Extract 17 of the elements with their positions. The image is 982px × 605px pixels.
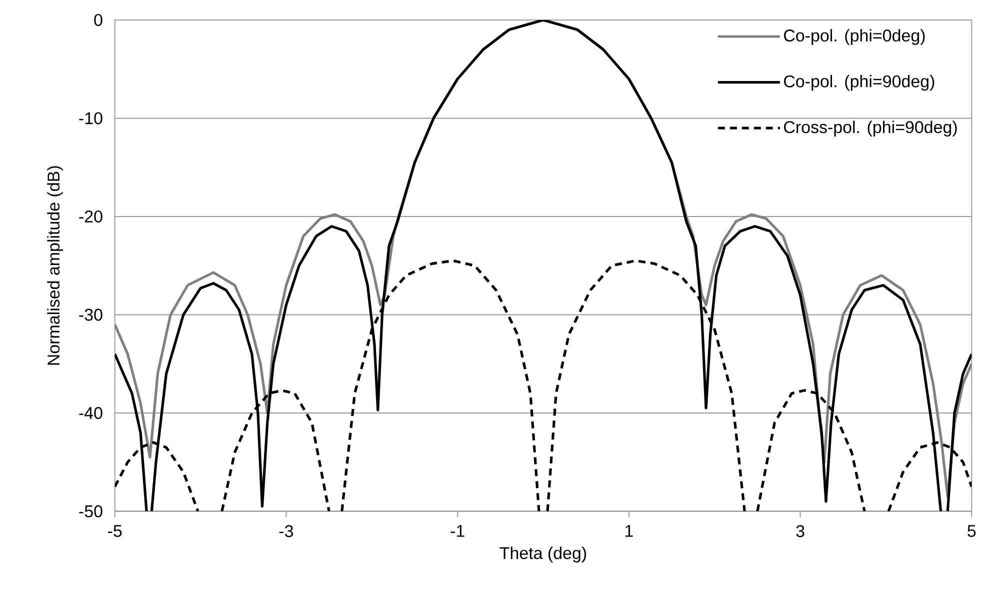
x-tick-label: 5 xyxy=(968,525,976,537)
y-tick-label: -30 xyxy=(79,308,102,321)
y-tick-label: -20 xyxy=(79,210,102,222)
legend-label: Co-pol. (phi=0deg) xyxy=(784,29,925,45)
legend-label: Cross-pol. (phi=90deg) xyxy=(784,120,957,136)
x-tick-label: 1 xyxy=(625,525,633,537)
legend-label: Co-pol. (phi=90deg) xyxy=(784,74,934,91)
y-tick-label: -10 xyxy=(79,112,102,124)
x-axis-title: Theta (deg) xyxy=(500,546,586,562)
x-tick-label: -1 xyxy=(450,525,464,537)
x-tick-label: -5 xyxy=(108,525,122,537)
x-tick-label: 3 xyxy=(796,525,804,538)
y-tick-label: -40 xyxy=(79,406,102,419)
y-tick-label: 0 xyxy=(94,14,102,26)
y-axis-title: Normalised amplitude (dB) xyxy=(47,166,63,365)
x-tick-label: -3 xyxy=(279,525,293,538)
y-tick-label: -50 xyxy=(79,505,102,518)
